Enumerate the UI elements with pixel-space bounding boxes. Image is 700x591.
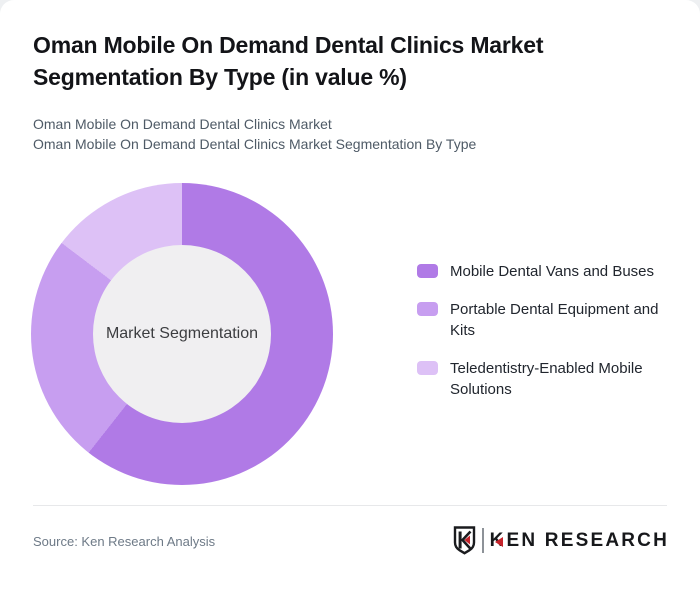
ken-research-shield-icon — [453, 526, 475, 555]
legend-item: Mobile Dental Vans and Buses — [417, 261, 669, 282]
donut-center: Market Segmentation — [93, 245, 271, 423]
chart-subtitle-line-2: Oman Mobile On Demand Dental Clinics Mar… — [33, 136, 477, 152]
legend-swatch — [417, 302, 438, 316]
logo-red-triangle-icon — [494, 536, 503, 547]
legend-label: Teledentistry-Enabled Mobile Solutions — [450, 360, 643, 398]
legend-label: Portable Dental Equipment and Kits — [450, 301, 659, 339]
source-text: Source: Ken Research Analysis — [33, 534, 216, 549]
chart-title: Oman Mobile On Demand Dental Clinics Mar… — [33, 32, 544, 90]
logo-divider-bar — [481, 528, 484, 553]
donut-chart: Market Segmentation — [31, 183, 333, 485]
ken-research-logo: K EN RESEARCH — [453, 526, 669, 555]
footer-divider — [33, 505, 667, 506]
chart-subtitle-line-1: Oman Mobile On Demand Dental Clinics Mar… — [33, 116, 332, 132]
legend-item: Teledentistry-Enabled Mobile Solutions — [417, 358, 669, 400]
legend-swatch — [417, 361, 438, 375]
legend-item: Portable Dental Equipment and Kits — [417, 299, 669, 341]
chart-subtitle: Oman Mobile On Demand Dental Clinics Mar… — [33, 114, 476, 154]
legend-label: Mobile Dental Vans and Buses — [450, 263, 655, 280]
logo-wordmark: K EN RESEARCH — [490, 530, 669, 552]
legend-swatch — [417, 264, 438, 278]
donut-center-label: Market Segmentation — [105, 325, 259, 342]
logo-wordmark-rest: EN RESEARCH — [506, 529, 669, 551]
chart-legend: Mobile Dental Vans and Buses Portable Den… — [417, 261, 669, 400]
